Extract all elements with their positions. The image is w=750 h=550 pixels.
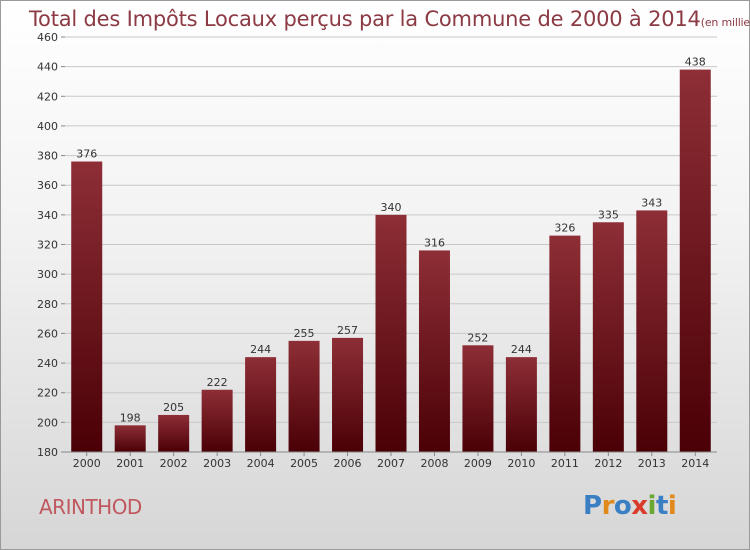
chart-title: Total des Impôts Locaux perçus par la Co…	[29, 7, 750, 31]
data-label: 205	[163, 401, 184, 414]
chart-title-unit: (en milliers d'€)	[700, 16, 750, 29]
x-tick-label: 2013	[638, 457, 666, 470]
y-tick-label: 440	[37, 61, 58, 74]
bar	[245, 357, 277, 452]
x-tick-label: 2012	[594, 457, 622, 470]
y-tick-label: 300	[37, 268, 58, 281]
logo-letter: i	[667, 491, 677, 521]
x-tick-label: 2001	[116, 457, 144, 470]
bar	[288, 340, 320, 452]
commune-name: ARINTHOD	[39, 495, 142, 519]
proxiti-logo: Proxiti	[583, 491, 677, 521]
data-label: 244	[250, 343, 271, 356]
y-tick-label: 320	[37, 239, 58, 252]
data-label: 335	[598, 208, 619, 221]
x-tick-label: 2000	[73, 457, 101, 470]
logo-letter: o	[613, 491, 632, 521]
bars	[71, 69, 711, 452]
bar	[332, 337, 364, 452]
x-tick-label: 2011	[551, 457, 579, 470]
bar	[71, 161, 103, 452]
y-axis-ticks: 180 200 220 240 260 280 300 320 340 360 380 400 420 4…	[37, 31, 65, 459]
bar	[201, 389, 233, 452]
bar	[114, 425, 146, 452]
logo-letter: x	[631, 491, 648, 521]
y-tick-label: 360	[37, 179, 58, 192]
logo-letter: r	[601, 491, 615, 521]
y-tick-label: 460	[37, 31, 58, 44]
logo-letter: i	[647, 491, 657, 521]
x-tick-label: 2002	[160, 457, 188, 470]
data-label: 244	[511, 343, 532, 356]
x-tick-label: 2014	[681, 457, 709, 470]
bar	[418, 250, 450, 452]
data-label: 257	[337, 324, 358, 337]
data-label: 222	[207, 376, 228, 389]
logo-letter: t	[655, 491, 668, 521]
y-tick-label: 420	[37, 90, 58, 103]
y-tick-label: 400	[37, 120, 58, 133]
x-tick-label: 2006	[334, 457, 362, 470]
y-tick-label: 380	[37, 150, 58, 163]
y-tick-label: 220	[37, 387, 58, 400]
data-label: 252	[467, 331, 488, 344]
y-tick-label: 180	[37, 446, 58, 459]
y-tick-label: 240	[37, 357, 58, 370]
x-tick-label: 2005	[290, 457, 318, 470]
bar	[158, 414, 190, 452]
x-tick-label: 2010	[507, 457, 535, 470]
bar	[679, 69, 711, 452]
bar	[636, 210, 668, 452]
data-label: 326	[554, 222, 575, 235]
data-label: 198	[120, 411, 141, 424]
y-tick-label: 200	[37, 416, 58, 429]
y-tick-label: 260	[37, 327, 58, 340]
bar	[375, 214, 407, 452]
x-tick-label: 2004	[247, 457, 275, 470]
x-tick-label: 2008	[420, 457, 448, 470]
chart-title-text: Total des Impôts Locaux perçus par la Co…	[29, 7, 701, 31]
x-tick-label: 2003	[203, 457, 231, 470]
data-label: 255	[294, 327, 315, 340]
y-tick-label: 340	[37, 209, 58, 222]
data-label: 340	[381, 201, 402, 214]
y-tick-label: 280	[37, 298, 58, 311]
bar	[505, 357, 537, 452]
data-label: 343	[641, 196, 662, 209]
x-tick-label: 2009	[464, 457, 492, 470]
data-label: 316	[424, 236, 445, 249]
data-label: 376	[76, 148, 97, 161]
data-label: 438	[685, 56, 706, 69]
logo-letter: P	[583, 491, 602, 521]
x-axis-ticks: 2000 2001 2002 2003 2004 2005 2006 2007 2008 2009…	[73, 452, 709, 470]
bar	[462, 345, 494, 452]
bar	[592, 222, 624, 452]
x-tick-label: 2007	[377, 457, 405, 470]
data-labels: 376 198 205 222 244 255 257 340 316 252 244 326 335 3…	[76, 56, 706, 425]
bar	[549, 235, 581, 452]
